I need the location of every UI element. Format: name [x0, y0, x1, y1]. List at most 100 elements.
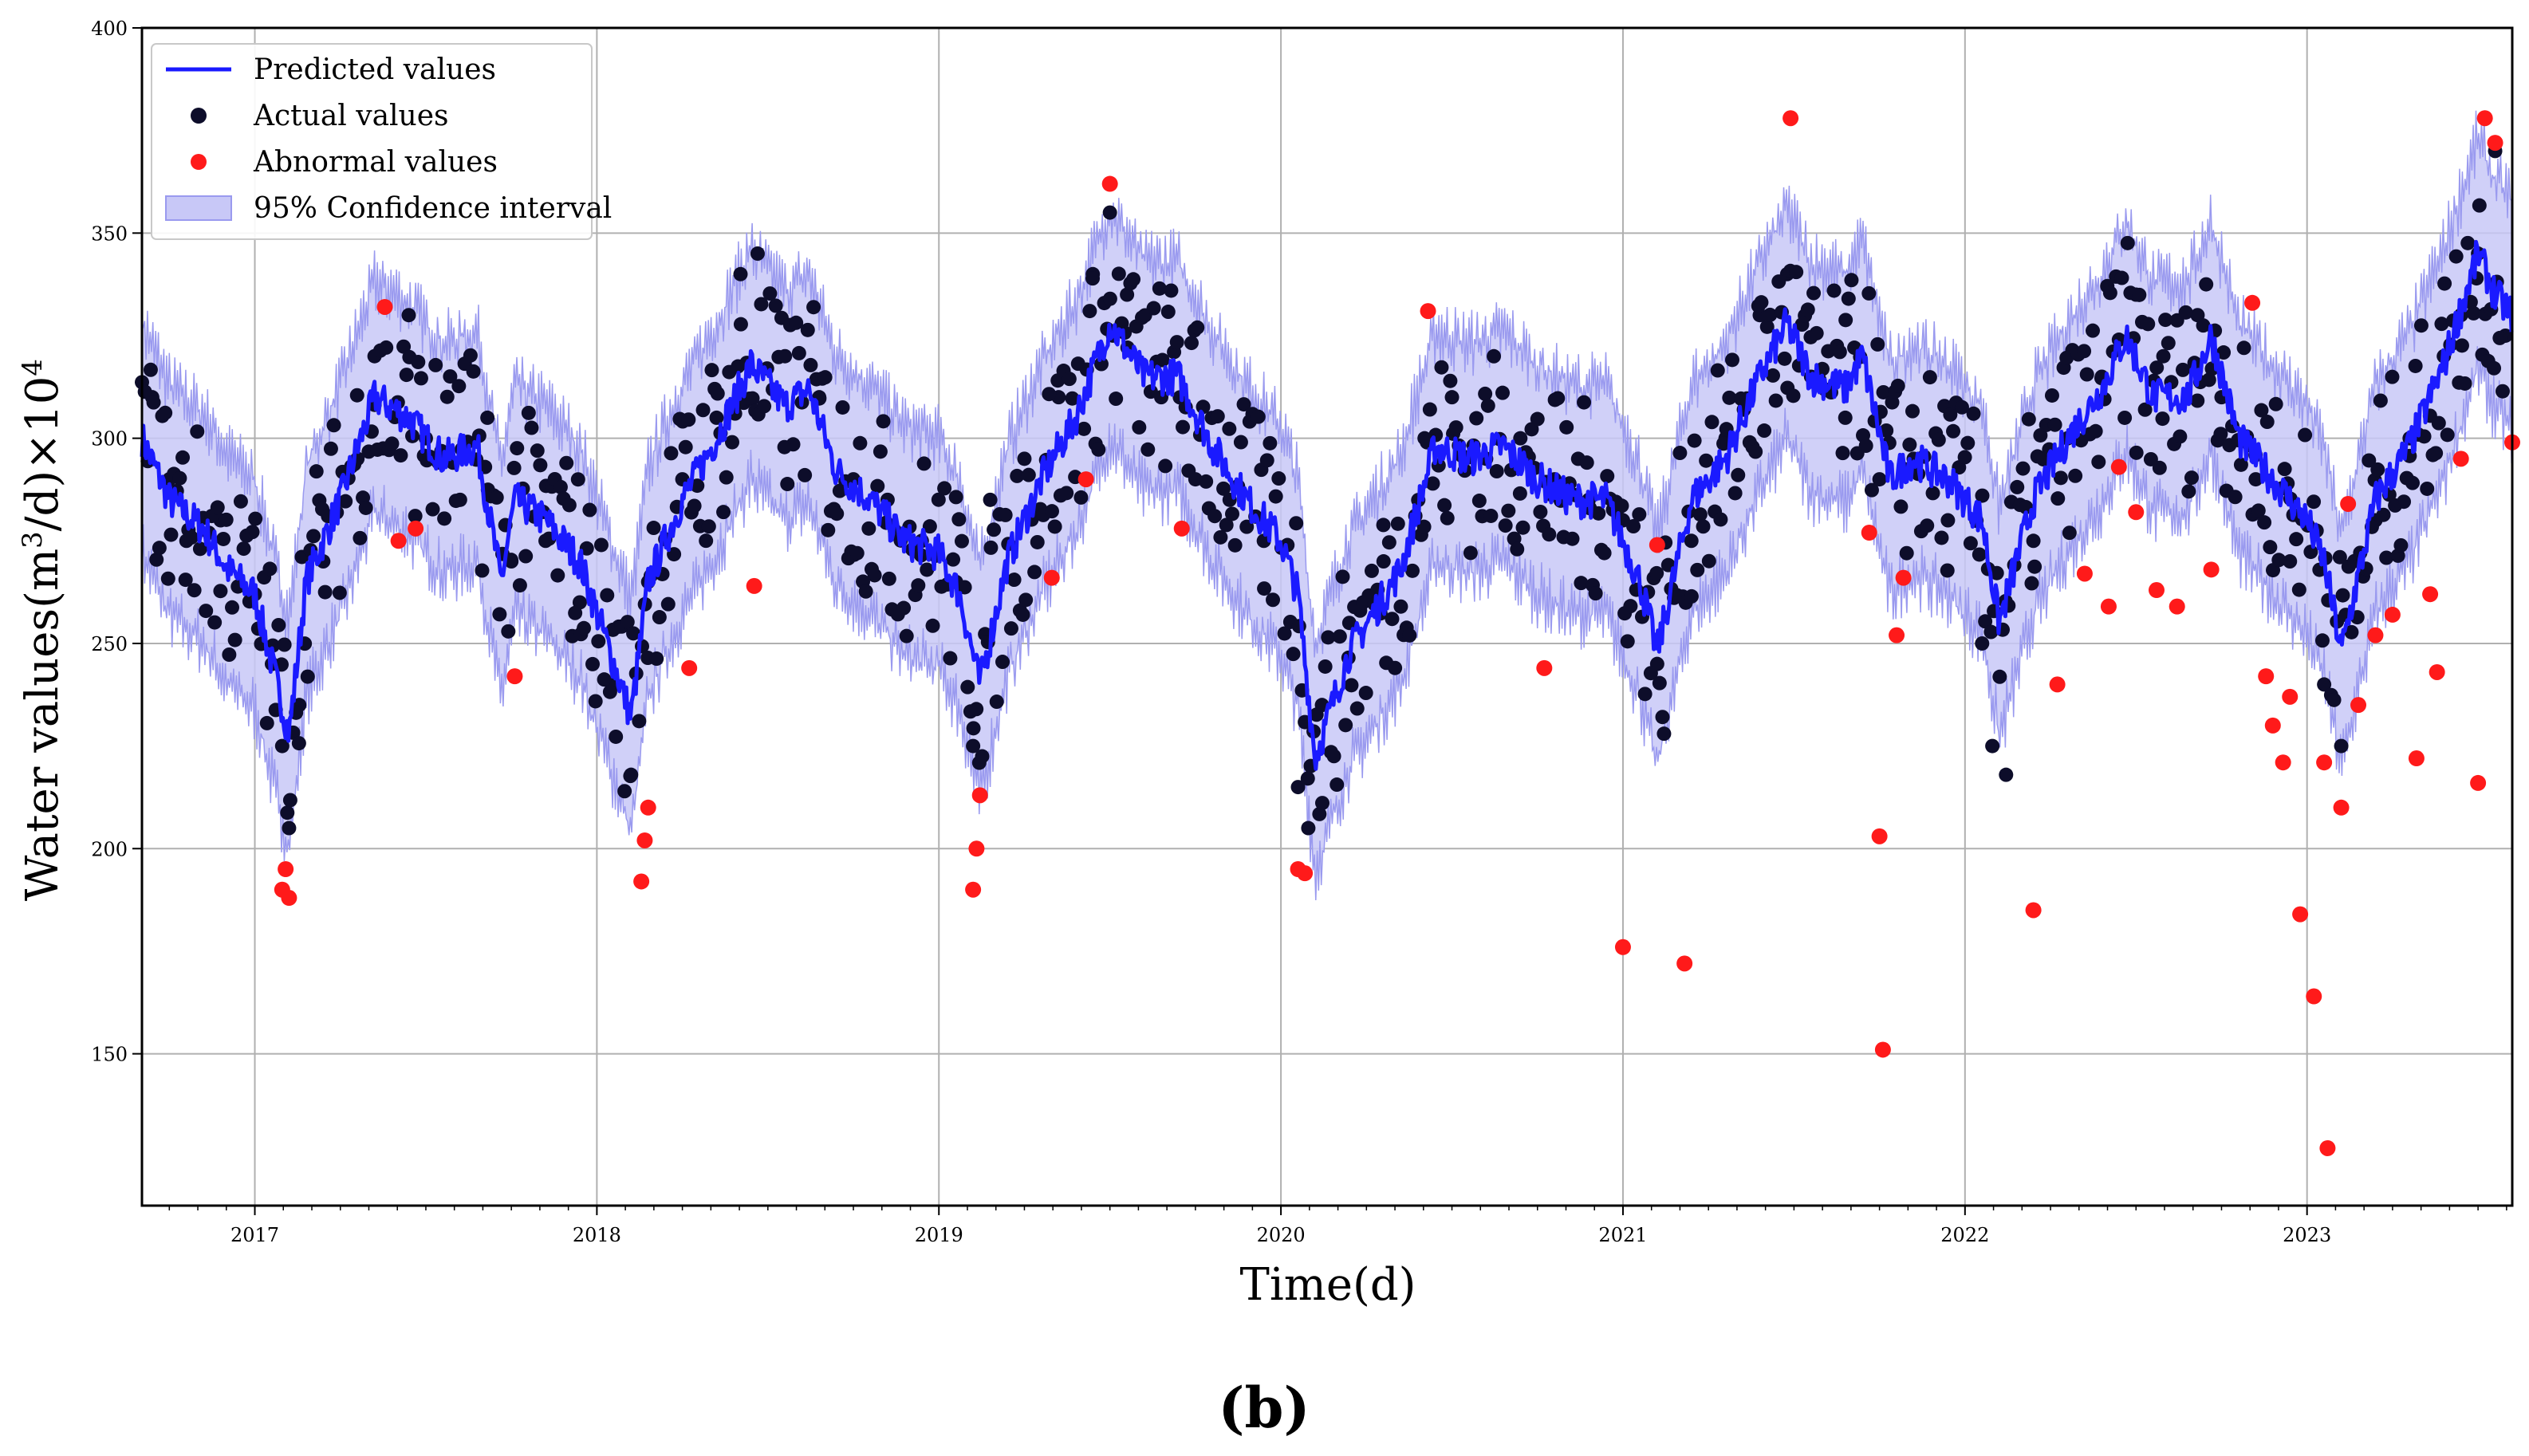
actual-point [1960, 435, 1976, 451]
actual-point [1632, 507, 1647, 522]
actual-point [821, 522, 836, 537]
actual-point [2091, 455, 2106, 470]
actual-point [1934, 530, 1949, 545]
actual-point [183, 530, 199, 545]
actual-point [2420, 481, 2435, 496]
actual-point [512, 578, 527, 593]
actual-point [338, 494, 353, 509]
actual-point [1164, 283, 1179, 298]
actual-point [2429, 446, 2444, 461]
actual-point [2161, 336, 2176, 351]
actual-point [2495, 384, 2510, 399]
actual-point [332, 585, 347, 600]
legend-actual-label: Actual values [253, 100, 449, 132]
actual-point [1789, 265, 1804, 280]
actual-point [1364, 563, 1379, 578]
actual-point [771, 349, 786, 364]
predicted-line-layer [140, 239, 2514, 771]
actual-point [1376, 554, 1391, 569]
actual-point [2291, 582, 2306, 597]
actual-point [948, 490, 963, 505]
actual-point [1443, 373, 1458, 388]
actual-point [733, 317, 748, 332]
actual-point [553, 479, 568, 494]
actual-point [2156, 348, 2171, 364]
actual-point [2448, 249, 2464, 264]
actual-point [745, 391, 760, 406]
actual-point [1530, 411, 1545, 427]
actual-point [704, 363, 719, 378]
actual-point [2152, 460, 2167, 475]
x-tick-label: 2019 [915, 1224, 963, 1246]
actual-point [2024, 576, 2039, 591]
actual-point [1263, 435, 1278, 451]
abnormal-point [2408, 750, 2425, 767]
actual-point [649, 651, 664, 667]
actual-point [1044, 504, 1059, 519]
actual-point [399, 368, 414, 383]
actual-point [2088, 423, 2103, 439]
actual-point [1478, 386, 1493, 401]
actual-point [1559, 419, 1574, 435]
actual-point [199, 604, 214, 619]
predicted-line [140, 239, 2514, 771]
actual-point [2027, 559, 2043, 574]
actual-point [1722, 390, 1737, 405]
x-axis-title: Time(d) [1239, 1259, 1416, 1311]
actual-point [1471, 494, 1487, 509]
actual-point [1289, 516, 1304, 531]
actual-point [1405, 563, 1420, 578]
actual-point [1216, 481, 1231, 496]
actual-point [439, 389, 455, 404]
actual-point [1643, 666, 1658, 681]
actual-point [577, 620, 592, 636]
abnormal-point [681, 659, 698, 676]
actual-point [530, 443, 545, 458]
actual-point [2129, 445, 2144, 460]
actual-point [413, 371, 428, 386]
abnormal-point [1043, 569, 1060, 586]
actual-point [353, 530, 368, 545]
abnormal-point [1895, 569, 1912, 586]
actual-point [1434, 360, 1449, 375]
actual-point [1416, 519, 1432, 534]
abnormal-point [1889, 627, 1905, 643]
actual-point [983, 492, 998, 507]
actual-point [931, 492, 946, 507]
actual-point [806, 300, 821, 315]
actual-point [2460, 235, 2476, 250]
y-axis-title: Water values(m3/d)×104 [17, 359, 69, 901]
actual-point [2216, 345, 2232, 360]
actual-point [591, 634, 606, 649]
actual-point [1966, 406, 1981, 421]
actual-point [396, 339, 412, 354]
abnormal-point [2487, 135, 2503, 152]
actual-point [1444, 390, 1459, 405]
actual-point [757, 399, 772, 414]
actual-point [2306, 494, 2322, 510]
actual-point [480, 410, 495, 425]
actual-point [2077, 344, 2092, 359]
abnormal-point [281, 890, 297, 907]
actual-point [925, 618, 940, 633]
actual-point [1236, 397, 1251, 412]
actual-point [1588, 586, 1603, 601]
actual-point [1963, 536, 1978, 551]
actual-point [1972, 547, 1987, 562]
abnormal-point [506, 668, 523, 685]
actual-point [2434, 317, 2449, 332]
actual-point [2062, 525, 2077, 541]
actual-point [960, 679, 975, 695]
actual-point [2251, 503, 2266, 518]
tick-layer: 2017 2018 2019 2020 2021 2022 2023 150 200 250 300… [91, 18, 2507, 1246]
actual-point [1314, 796, 1329, 811]
actual-point [709, 410, 724, 425]
plot-frame [140, 26, 2514, 1207]
actual-point [1656, 726, 1672, 742]
actual-point [1872, 472, 1887, 487]
actual-point [1309, 707, 1324, 722]
actual-point [489, 490, 504, 505]
actual-point [798, 467, 813, 482]
actual-point [358, 500, 373, 515]
